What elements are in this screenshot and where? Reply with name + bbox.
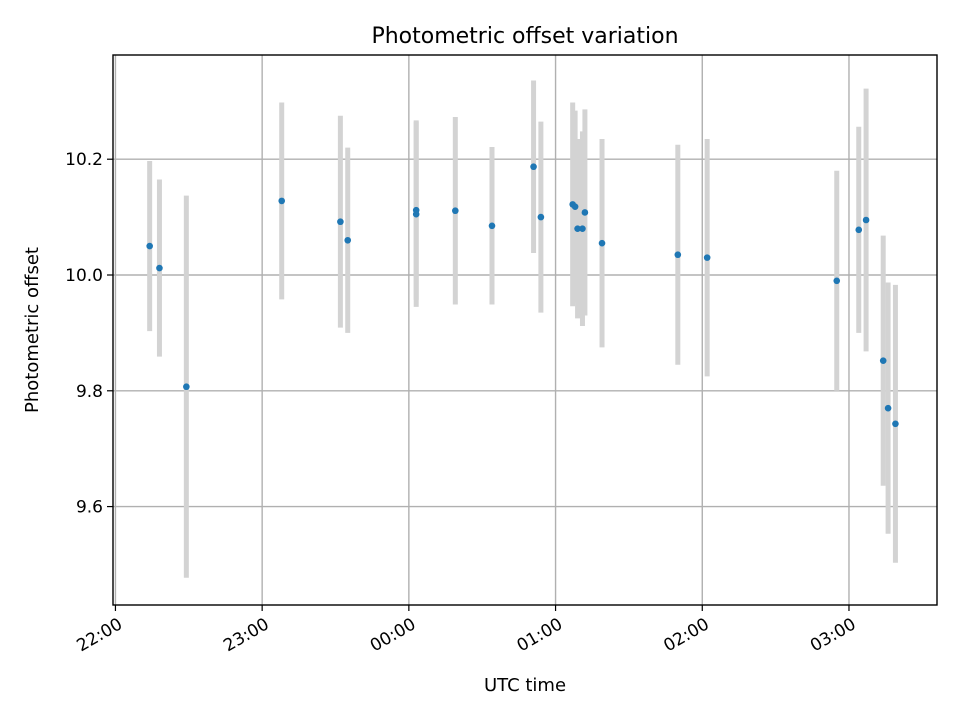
y-axis-ticks: 9.6 9.8 10.0 10.2 <box>65 150 113 518</box>
data-point <box>337 218 344 226</box>
y-tick-label: 9.6 <box>76 498 103 518</box>
x-axis-label: UTC time <box>484 675 566 696</box>
data-point <box>879 357 887 364</box>
grid <box>113 55 937 605</box>
data-points <box>146 163 899 428</box>
data-point <box>579 225 586 232</box>
data-point <box>862 216 870 224</box>
data-point <box>344 236 352 244</box>
data-point <box>537 213 545 221</box>
data-point <box>278 197 286 205</box>
data-point <box>571 203 579 210</box>
data-point <box>581 209 589 216</box>
data-point <box>884 404 892 412</box>
data-point <box>892 420 899 428</box>
data-point <box>183 383 190 391</box>
data-point <box>530 163 537 171</box>
y-tick-label: 9.8 <box>76 382 103 402</box>
data-point <box>412 210 420 218</box>
data-point <box>146 242 153 250</box>
chart-title: Photometric offset variation <box>371 24 678 49</box>
y-axis-label: Photometric offset <box>22 247 43 413</box>
data-point <box>156 264 163 272</box>
y-tick-label: 10.2 <box>65 150 103 170</box>
data-point <box>598 239 606 247</box>
data-point <box>488 222 496 230</box>
plot-frame <box>112 54 938 606</box>
data-point <box>833 277 841 285</box>
data-point <box>574 225 581 232</box>
y-tick-label: 10.0 <box>65 266 103 286</box>
data-point <box>703 254 711 261</box>
data-point <box>674 251 682 259</box>
data-point <box>452 207 459 215</box>
data-point <box>855 226 863 234</box>
